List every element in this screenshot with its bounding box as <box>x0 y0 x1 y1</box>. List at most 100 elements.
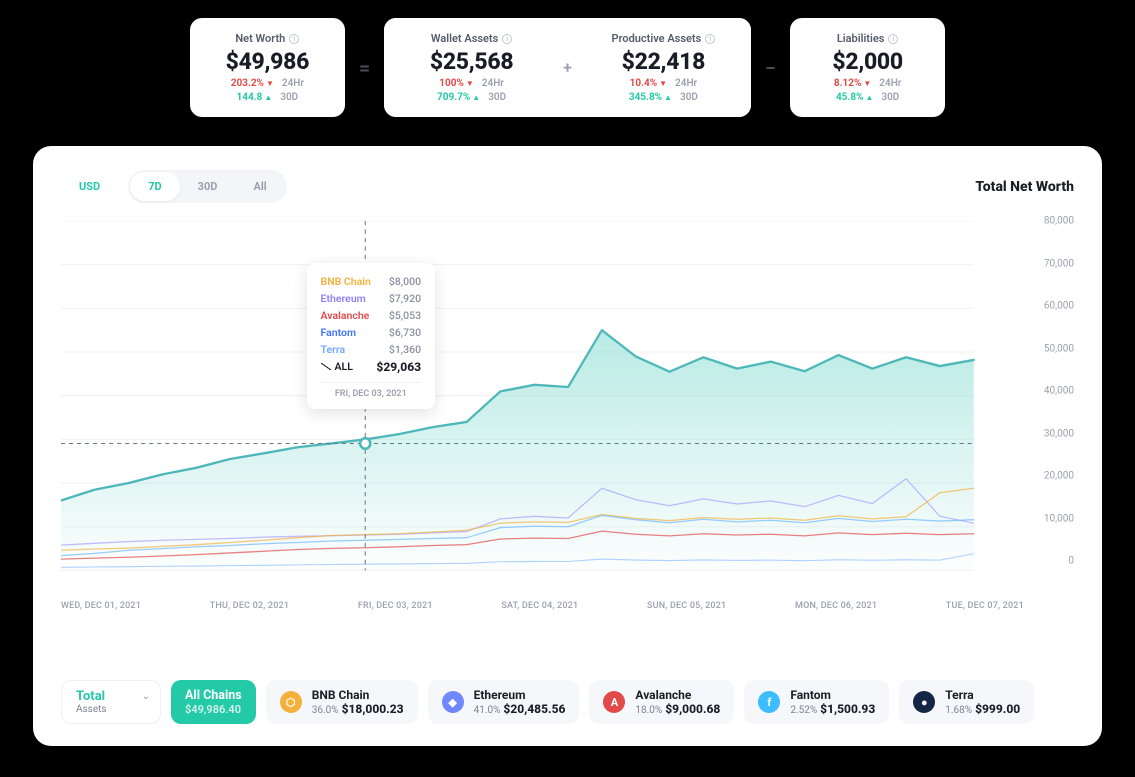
info-icon[interactable]: i <box>888 34 898 44</box>
chip-allchains-label: All Chains <box>185 688 242 703</box>
chip-allchains-sub: $49,986.40 <box>185 703 242 716</box>
y-tick: 70,000 <box>1044 258 1074 269</box>
x-tick: THU, DEC 02, 2021 <box>210 601 289 611</box>
change-24h: 203.2% <box>231 78 274 89</box>
chip-bnb-chain[interactable]: ⬡ BNB Chain 36.0%$18,000.23 <box>266 680 418 724</box>
y-tick: 30,000 <box>1044 428 1074 439</box>
chip-terra[interactable]: ● Terra 1.68%$999.00 <box>899 680 1034 724</box>
tooltip-series-name: Terra <box>321 343 346 356</box>
chip-avalanche[interactable]: A Avalanche 18.0%$9,000.68 <box>589 680 734 724</box>
change-24h: 8.12% <box>834 78 871 89</box>
x-tick: MON, DEC 06, 2021 <box>795 601 877 611</box>
x-tick: SAT, DEC 04, 2021 <box>501 601 578 611</box>
change-30d: 345.8% <box>629 92 672 103</box>
chain-sub: 36.0%$18,000.23 <box>312 702 404 716</box>
card-value: $49,986 <box>214 48 321 75</box>
chain-sub: 1.68%$999.00 <box>945 702 1020 716</box>
equals-icon: = <box>359 56 370 80</box>
tooltip-series-value: $8,000 <box>389 275 421 288</box>
card-title: Liabilities <box>837 32 885 45</box>
chain-chips: Total Assets ⌄ All Chains $49,986.40 ⬡ B… <box>61 680 1074 724</box>
card-wallet: Wallet Assets i $25,568 100% 24Hr 709.7%… <box>384 18 559 117</box>
chip-ethereum[interactable]: ◆ Ethereum 41.0%$20,485.56 <box>428 680 580 724</box>
label-24h: 24Hr <box>282 78 304 89</box>
card-wallet-productive: Wallet Assets i $25,568 100% 24Hr 709.7%… <box>384 18 751 117</box>
card-title: Wallet Assets <box>431 32 498 45</box>
change-30d: 709.7% <box>437 92 480 103</box>
tab-range-all[interactable]: All <box>235 172 284 201</box>
chip-all-chains[interactable]: All Chains $49,986.40 <box>171 680 256 724</box>
y-tick: 50,000 <box>1044 343 1074 354</box>
y-tick: 10,000 <box>1044 513 1074 524</box>
tab-range-7d[interactable]: 7D <box>130 172 179 201</box>
panel-title: Total Net Worth <box>975 179 1074 195</box>
chart[interactable]: 0 10,000 20,000 30,000 40,000 50,000 60,000 70,… <box>61 221 1074 581</box>
x-axis: WED, DEC 01, 2021 THU, DEC 02, 2021 FRI, D… <box>61 601 1024 611</box>
chip-total-label: Total <box>76 689 107 704</box>
card-value: $2,000 <box>814 48 921 75</box>
info-icon[interactable]: i <box>705 34 715 44</box>
chain-sub: 2.52%$1,500.93 <box>790 702 875 716</box>
change-24h: 100% <box>439 78 474 89</box>
card-title: Productive Assets <box>612 32 702 45</box>
card-productive: Productive Assets i $22,418 10.4% 24Hr 3… <box>576 18 751 117</box>
x-tick: SUN, DEC 05, 2021 <box>647 601 726 611</box>
y-axis: 010,00020,00030,00040,00050,00060,00070,… <box>1028 221 1074 561</box>
chart-tooltip: BNB Chain $8,000 Ethereum $7,920 Avalanche… <box>307 263 436 409</box>
stats-row: Net Worth i $49,986 203.2% 24Hr 144.8 30… <box>0 0 1135 117</box>
tooltip-all-label: ALL <box>321 360 353 374</box>
y-tick: 80,000 <box>1044 216 1074 227</box>
card-title: Net Worth <box>235 32 285 45</box>
plus-icon: + <box>559 58 576 77</box>
chain-name: BNB Chain <box>312 688 404 702</box>
y-tick: 20,000 <box>1044 471 1074 482</box>
chain-name: Terra <box>945 688 1020 702</box>
card-net-worth: Net Worth i $49,986 203.2% 24Hr 144.8 30… <box>190 18 345 117</box>
tooltip-all-value: $29,063 <box>376 360 421 374</box>
x-tick: TUE, DEC 07, 2021 <box>946 601 1024 611</box>
chevron-down-icon: ⌄ <box>142 691 150 702</box>
tooltip-series-value: $1,360 <box>389 343 421 356</box>
chain-icon: ⬡ <box>280 691 302 713</box>
y-tick: 0 <box>1068 556 1074 567</box>
chain-sub: 18.0%$9,000.68 <box>635 702 720 716</box>
info-icon[interactable]: i <box>289 34 299 44</box>
x-tick: FRI, DEC 03, 2021 <box>358 601 433 611</box>
tooltip-series-value: $5,053 <box>389 309 421 322</box>
tooltip-series-name: Fantom <box>321 326 357 339</box>
tab-range-30d[interactable]: 30D <box>180 172 236 201</box>
tooltip-series-value: $7,920 <box>389 292 421 305</box>
info-icon[interactable]: i <box>502 34 512 44</box>
chain-sub: 41.0%$20,485.56 <box>474 702 566 716</box>
tab-currency[interactable]: USD <box>61 172 118 201</box>
card-value: $22,418 <box>600 48 727 75</box>
chain-icon: A <box>603 691 625 713</box>
tooltip-series-name: Ethereum <box>321 292 366 305</box>
x-tick: WED, DEC 01, 2021 <box>61 601 141 611</box>
chain-name: Ethereum <box>474 688 566 702</box>
tooltip-series-name: BNB Chain <box>321 275 371 288</box>
tab-range-group: 7D30DAll <box>128 170 286 203</box>
chain-icon: ◆ <box>442 691 464 713</box>
label-30d: 30D <box>280 92 298 103</box>
chip-total[interactable]: Total Assets ⌄ <box>61 680 161 724</box>
chart-panel: USD 7D30DAll Total Net Worth 0 10,000 20,0… <box>33 146 1102 746</box>
chain-name: Avalanche <box>635 688 720 702</box>
tooltip-series-value: $6,730 <box>389 326 421 339</box>
tabs: USD 7D30DAll <box>61 170 287 203</box>
chip-total-sub: Assets <box>76 704 107 715</box>
change-24h: 10.4% <box>630 78 667 89</box>
tooltip-date: FRI, DEC 03, 2021 <box>321 382 422 399</box>
card-liabilities: Liabilities i $2,000 8.12% 24Hr 45.8% 30… <box>790 18 945 117</box>
chain-name: Fantom <box>790 688 875 702</box>
y-tick: 60,000 <box>1044 301 1074 312</box>
y-tick: 40,000 <box>1044 386 1074 397</box>
chip-fantom[interactable]: f Fantom 2.52%$1,500.93 <box>744 680 889 724</box>
tooltip-series-name: Avalanche <box>321 309 370 322</box>
minus-icon: − <box>765 56 776 80</box>
change-30d: 45.8% <box>836 92 873 103</box>
chain-icon: ● <box>913 691 935 713</box>
change-30d: 144.8 <box>236 92 272 103</box>
chain-icon: f <box>758 691 780 713</box>
card-value: $25,568 <box>408 48 535 75</box>
